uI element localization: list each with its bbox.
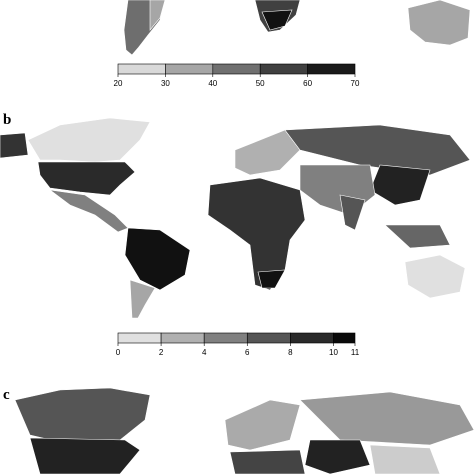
tick-label: 50 (256, 79, 265, 88)
map-b (0, 117, 471, 319)
argentina (129, 279, 156, 319)
legend-bin (246, 332, 291, 344)
mediterranean (229, 449, 306, 474)
legend-bin (259, 63, 308, 75)
legend-bin (203, 332, 248, 344)
tick-label: 2 (159, 348, 164, 357)
legend-bin (333, 332, 356, 344)
map-c (14, 387, 474, 474)
legend: 0 2 4 6 8 10 11 (116, 332, 360, 357)
region (261, 9, 293, 31)
panel-label: c (3, 387, 10, 403)
usa (29, 437, 141, 474)
central-asia (299, 164, 376, 216)
tick-label: 11 (351, 348, 360, 357)
mexico (49, 189, 129, 233)
central-asia (304, 439, 371, 474)
tick-label: 8 (288, 348, 293, 357)
tick-label: 60 (303, 79, 312, 88)
legend-bin (212, 63, 261, 75)
usa (37, 161, 136, 196)
china (369, 164, 431, 206)
south-africa (257, 269, 286, 289)
tick-label: 0 (116, 348, 121, 357)
tick-label: 6 (245, 348, 250, 357)
australia (404, 254, 466, 299)
australia (407, 0, 471, 46)
canada (14, 387, 151, 443)
tick-label: 20 (114, 79, 123, 88)
legend-bin (117, 332, 162, 344)
europe (224, 399, 301, 451)
region (149, 0, 166, 31)
legend-bin (160, 332, 205, 344)
tick-label: 40 (208, 79, 217, 88)
russia (284, 124, 471, 176)
panel-label: b (3, 112, 11, 128)
africa (207, 177, 306, 291)
legend: 20 30 40 50 60 70 (114, 63, 360, 88)
russia (299, 391, 474, 446)
legend-bin (117, 63, 166, 75)
indonesia (384, 224, 451, 249)
china (369, 444, 441, 474)
alaska (0, 132, 29, 159)
legend-bin (307, 63, 356, 75)
tick-label: 70 (351, 79, 360, 88)
tick-label: 4 (202, 348, 207, 357)
tick-label: 10 (329, 348, 338, 357)
legend-bin (165, 63, 214, 75)
legend-bin (290, 332, 334, 344)
canada (27, 117, 151, 163)
brazil (124, 227, 191, 291)
map-a (123, 0, 471, 56)
tick-label: 30 (161, 79, 170, 88)
india (339, 194, 366, 231)
